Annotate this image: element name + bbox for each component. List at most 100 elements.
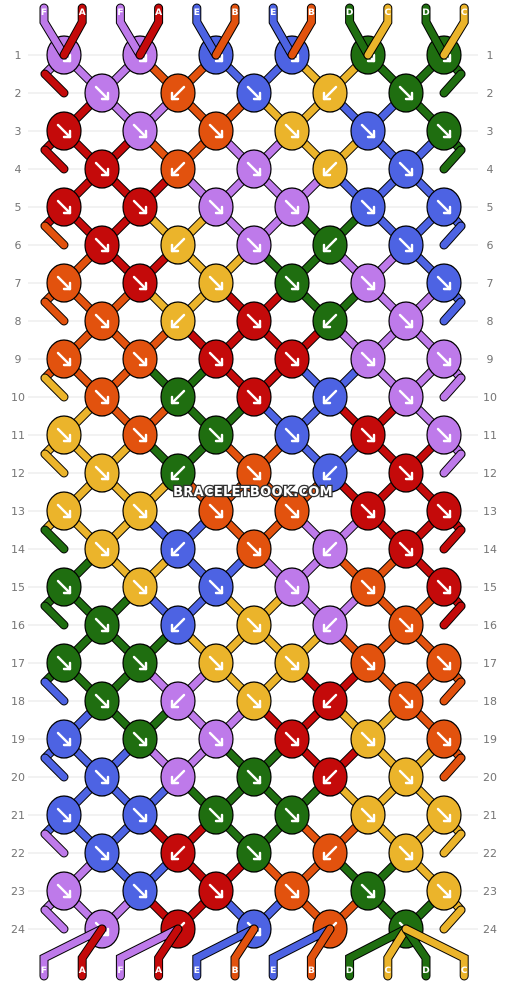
thread-segment	[41, 526, 68, 553]
row-label-left: 7	[15, 277, 22, 290]
knot	[84, 73, 120, 113]
arrow-head	[404, 319, 414, 329]
knot	[46, 187, 82, 227]
arrow-head	[214, 585, 224, 595]
arrow-head	[214, 661, 224, 671]
arrow-head	[322, 547, 332, 557]
row-label-left: 4	[15, 163, 22, 176]
row-label-left: 9	[15, 353, 22, 366]
knot	[312, 453, 348, 493]
arrow-head	[100, 623, 110, 633]
arrow-down-right-icon	[246, 465, 262, 481]
arrow-head	[290, 889, 300, 899]
knot	[350, 491, 386, 531]
arrow-down-right-icon	[94, 541, 110, 557]
knot	[122, 719, 158, 759]
knot	[388, 681, 424, 721]
thread-segment	[440, 602, 465, 629]
bottom-string	[307, 925, 334, 980]
knot	[350, 719, 386, 759]
knot	[160, 225, 196, 265]
bottom-string-letter: F	[41, 966, 47, 976]
arrow-head	[366, 585, 376, 595]
arrow-down-right-icon	[132, 731, 148, 747]
row-label-left: 16	[11, 619, 25, 632]
thread-segment	[41, 70, 68, 97]
arrow-down-right-icon	[246, 541, 262, 557]
arrow-head	[252, 395, 262, 405]
arrow-head	[322, 91, 332, 101]
arrow-head	[404, 623, 414, 633]
knot	[350, 871, 386, 911]
arrow-head	[442, 737, 452, 747]
thread-segment	[440, 450, 465, 477]
arrow-head	[252, 243, 262, 253]
arrow-down-left-icon	[170, 693, 186, 709]
arrow-head	[138, 737, 148, 747]
arrow-down-right-icon	[56, 579, 72, 595]
arrow-down-right-icon	[436, 123, 452, 139]
row-label-left: 19	[11, 733, 25, 746]
arrow-head	[442, 129, 452, 139]
arrow-head	[138, 433, 148, 443]
knot	[236, 149, 272, 189]
thread-segment	[41, 374, 68, 401]
row-label-left: 5	[15, 201, 22, 214]
arrow-down-right-icon	[398, 617, 414, 633]
arrow-down-left-icon	[322, 237, 338, 253]
top-string-letter: D	[422, 8, 429, 18]
row-label-left: 8	[15, 315, 22, 328]
knot	[312, 301, 348, 341]
knot	[198, 871, 234, 911]
arrow-down-right-icon	[398, 769, 414, 785]
arrow-head	[366, 357, 376, 367]
arrow-head	[170, 851, 180, 861]
knot	[350, 263, 386, 303]
arrow-down-left-icon	[322, 389, 338, 405]
row-label-right: 4	[487, 163, 494, 176]
bottom-string-letter: C	[461, 966, 468, 976]
knot	[160, 529, 196, 569]
top-string	[116, 4, 144, 59]
arrow-down-right-icon	[398, 693, 414, 709]
row-label-left: 15	[11, 581, 25, 594]
arrow-down-left-icon	[170, 845, 186, 861]
row-label-right: 3	[487, 125, 494, 138]
arrow-head	[290, 205, 300, 215]
row-label-right: 18	[483, 695, 497, 708]
arrow-down-left-icon	[322, 313, 338, 329]
row-label-left: 13	[11, 505, 25, 518]
thread-segment	[41, 602, 68, 629]
knot	[388, 529, 424, 569]
arrow-head	[252, 775, 262, 785]
knot	[122, 415, 158, 455]
top-string	[136, 4, 163, 59]
top-string-letter: A	[79, 8, 86, 18]
row-label-right: 22	[483, 847, 497, 860]
arrow-head	[322, 775, 332, 785]
arrow-down-right-icon	[94, 465, 110, 481]
knot	[274, 491, 310, 531]
arrow-head	[290, 129, 300, 139]
arrow-head	[442, 53, 452, 63]
row-label-right: 14	[483, 543, 497, 556]
knot	[236, 73, 272, 113]
top-string	[269, 4, 296, 59]
knot	[312, 757, 348, 797]
arrow-head	[252, 471, 262, 481]
knot	[198, 643, 234, 683]
knot	[312, 225, 348, 265]
arrow-down-right-icon	[246, 769, 262, 785]
arrow-head	[170, 167, 180, 177]
thread-segment	[440, 222, 465, 249]
row-label-right: 19	[483, 733, 497, 746]
knot	[160, 833, 196, 873]
arrow-head	[214, 813, 224, 823]
arrow-head	[404, 775, 414, 785]
arrow-down-right-icon	[436, 351, 452, 367]
knot	[388, 301, 424, 341]
arrow-head	[404, 243, 414, 253]
knot	[84, 833, 120, 873]
bottom-string-letter: E	[270, 966, 276, 976]
